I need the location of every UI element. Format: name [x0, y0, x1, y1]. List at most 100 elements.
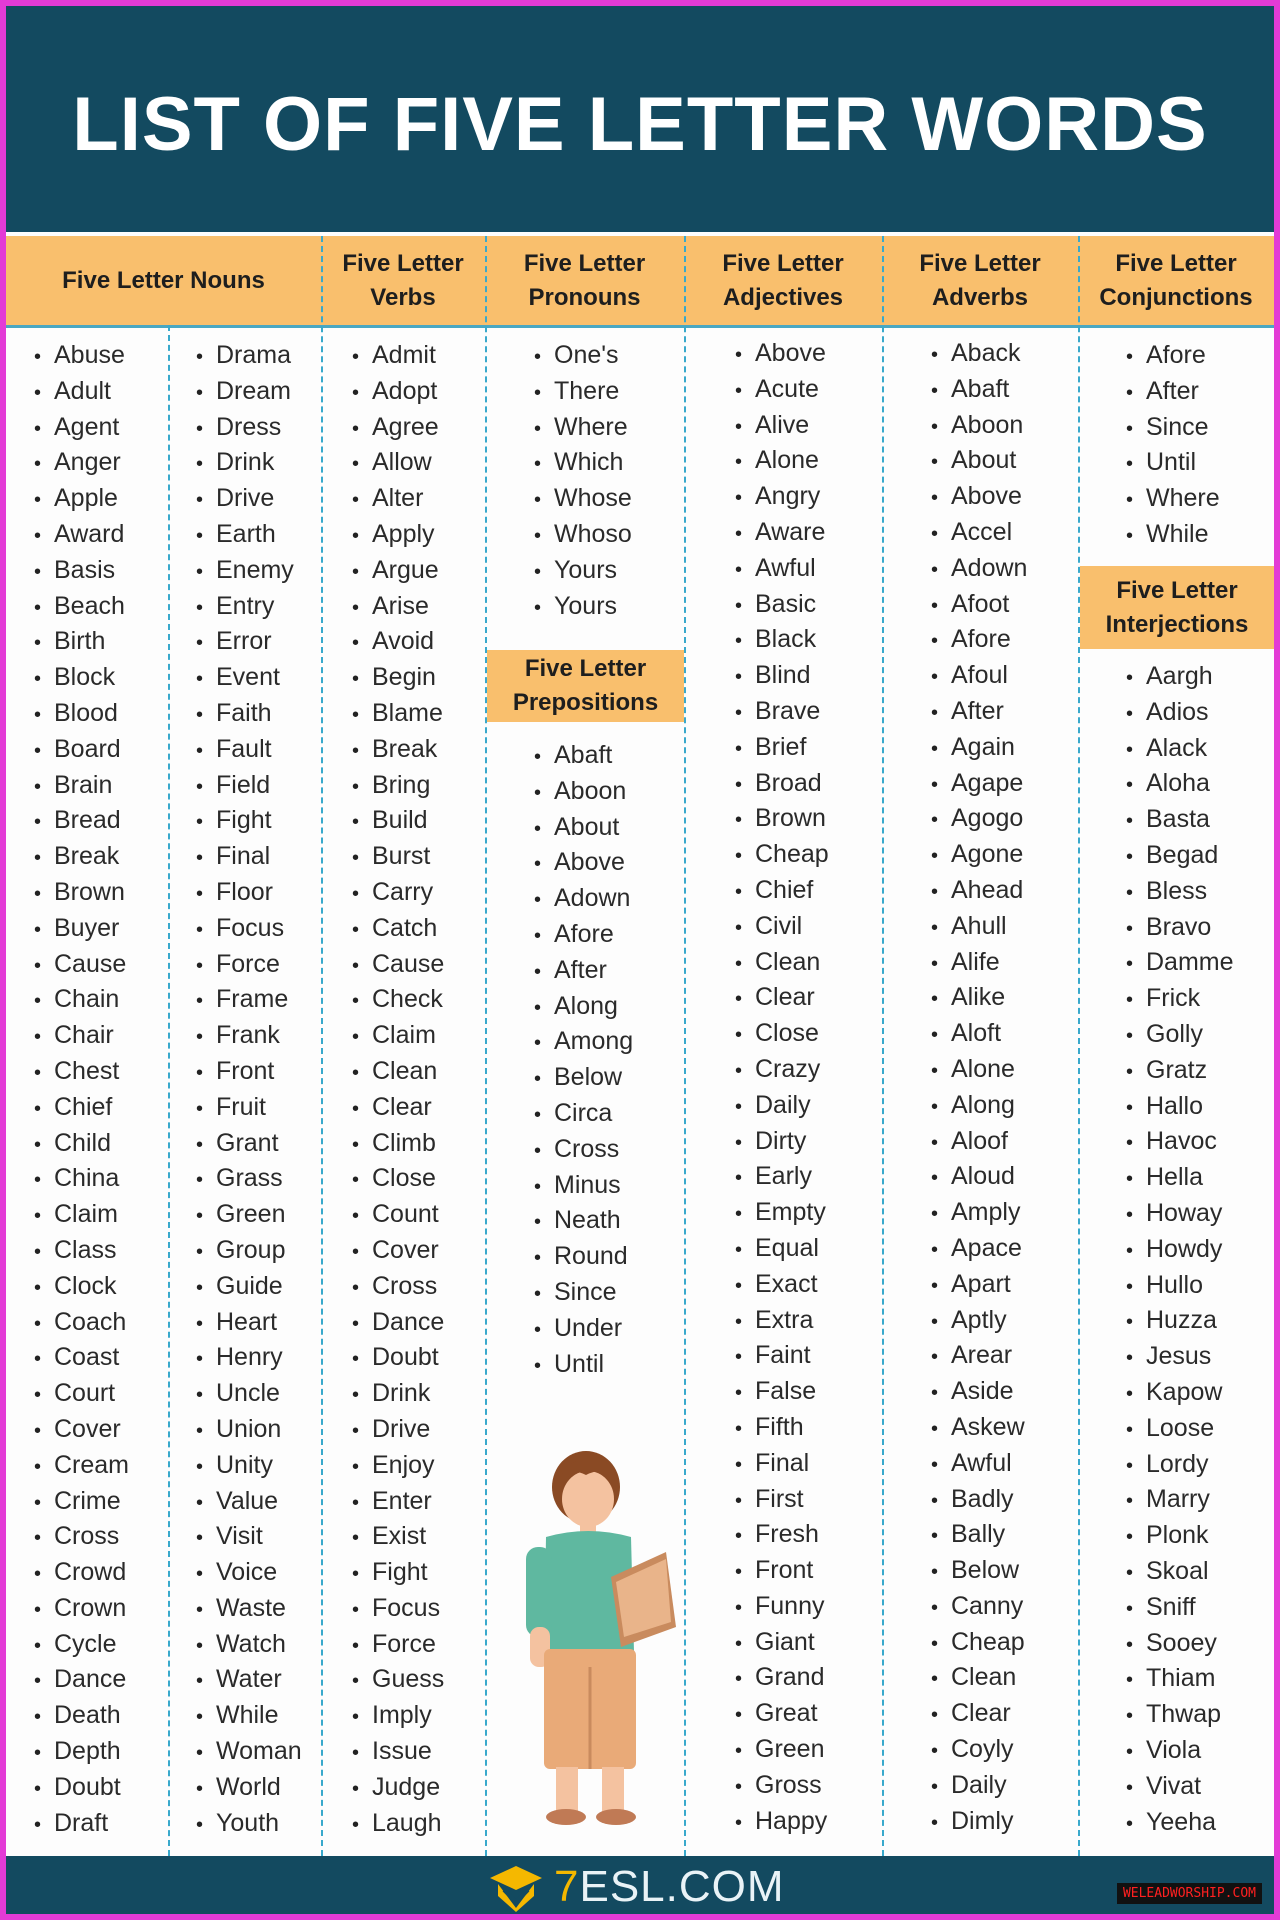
- list-item: Aware: [735, 515, 829, 551]
- list-item: Dance: [352, 1305, 444, 1341]
- list-item: Climb: [352, 1126, 444, 1162]
- list-item: About: [931, 443, 1027, 479]
- list-item: Blood: [34, 696, 129, 732]
- header-interjections: Five Letter Interjections: [1080, 566, 1274, 649]
- list-item: Death: [34, 1698, 129, 1734]
- list-item: Fight: [352, 1555, 444, 1591]
- list-item: Cheap: [735, 837, 829, 873]
- list-item: Drive: [352, 1412, 444, 1448]
- list-item: Bally: [931, 1517, 1027, 1553]
- list-item: Clear: [931, 1696, 1027, 1732]
- list-item: Crazy: [735, 1052, 829, 1088]
- list-item: Abuse: [34, 338, 129, 374]
- list-item: Cross: [534, 1132, 633, 1168]
- list-item: Coach: [34, 1305, 129, 1341]
- list-item: Catch: [352, 911, 444, 947]
- list-item: Force: [196, 947, 302, 983]
- page-title: LIST OF FIVE LETTER WORDS: [72, 81, 1208, 167]
- list-item: Floor: [196, 875, 302, 911]
- list-item: Sniff: [1126, 1590, 1234, 1626]
- divider: [882, 236, 884, 1856]
- list-item: Empty: [735, 1195, 829, 1231]
- list-item: Aboon: [931, 408, 1027, 444]
- list-item: Daily: [735, 1088, 829, 1124]
- list-item: Agent: [34, 410, 129, 446]
- list-item: Since: [1126, 410, 1220, 446]
- list-item: Alike: [931, 980, 1027, 1016]
- list-item: Judge: [352, 1770, 444, 1806]
- list-item: Union: [196, 1412, 302, 1448]
- list-item: Frank: [196, 1018, 302, 1054]
- list-item: Faint: [735, 1338, 829, 1374]
- list-item: Amply: [931, 1195, 1027, 1231]
- list-item: Chief: [34, 1090, 129, 1126]
- list-item: After: [931, 694, 1027, 730]
- list-item: Along: [534, 989, 633, 1025]
- list-item: Crown: [34, 1591, 129, 1627]
- list-item: Child: [34, 1126, 129, 1162]
- list-item: Kapow: [1126, 1375, 1234, 1411]
- list-item: Funny: [735, 1589, 829, 1625]
- list-item: Apace: [931, 1231, 1027, 1267]
- list-item: China: [34, 1161, 129, 1197]
- list-item: Coyly: [931, 1732, 1027, 1768]
- list-item: Neath: [534, 1203, 633, 1239]
- list-item: Water: [196, 1662, 302, 1698]
- list-item: Bravo: [1126, 910, 1234, 946]
- list-item: Birth: [34, 624, 129, 660]
- list-item: Depth: [34, 1734, 129, 1770]
- list-item: Howay: [1126, 1196, 1234, 1232]
- list-item: Clear: [735, 980, 829, 1016]
- list-item: World: [196, 1770, 302, 1806]
- list-item: Ahull: [931, 909, 1027, 945]
- list-item: Jesus: [1126, 1339, 1234, 1375]
- list-item: Clean: [931, 1660, 1027, 1696]
- list-item: Drink: [196, 445, 302, 481]
- list-item: Woman: [196, 1734, 302, 1770]
- brand-logo: 7ESL.COM: [486, 1862, 785, 1912]
- list-item: Giant: [735, 1625, 829, 1661]
- list-item: Above: [534, 845, 633, 881]
- list-item: Argue: [352, 553, 444, 589]
- list-item: Aside: [931, 1374, 1027, 1410]
- list-item: Viola: [1126, 1733, 1234, 1769]
- verbs-list: AdmitAdoptAgreeAllowAlterApplyArgueArise…: [352, 338, 444, 1841]
- list-item: Brown: [34, 875, 129, 911]
- list-item: False: [735, 1374, 829, 1410]
- prepositions-list: AbaftAboonAboutAboveAdownAforeAfterAlong…: [534, 738, 633, 1382]
- list-item: Beach: [34, 589, 129, 625]
- list-item: Marry: [1126, 1482, 1234, 1518]
- list-item: Adown: [534, 881, 633, 917]
- list-item: Grass: [196, 1161, 302, 1197]
- list-item: One's: [534, 338, 632, 374]
- list-item: Class: [34, 1233, 129, 1269]
- list-item: Clear: [352, 1090, 444, 1126]
- list-item: Issue: [352, 1734, 444, 1770]
- header-adverbs-label: Five Letter Adverbs: [919, 249, 1041, 311]
- list-item: Imply: [352, 1698, 444, 1734]
- list-item: Break: [352, 732, 444, 768]
- list-item: Agape: [931, 766, 1027, 802]
- list-item: Brain: [34, 768, 129, 804]
- list-item: Aloof: [931, 1124, 1027, 1160]
- list-item: Claim: [352, 1018, 444, 1054]
- list-item: After: [1126, 374, 1220, 410]
- list-item: Burst: [352, 839, 444, 875]
- list-item: Loose: [1126, 1411, 1234, 1447]
- logo-prefix: 7: [554, 1862, 580, 1911]
- list-item: Focus: [196, 911, 302, 947]
- list-item: Apply: [352, 517, 444, 553]
- list-item: Equal: [735, 1231, 829, 1267]
- list-item: Hallo: [1126, 1089, 1234, 1125]
- list-item: Drama: [196, 338, 302, 374]
- header-pronouns-label: Five Letter Pronouns: [523, 249, 646, 311]
- nouns-list-1: AbuseAdultAgentAngerAppleAwardBasisBeach…: [34, 338, 129, 1841]
- list-item: Admit: [352, 338, 444, 374]
- list-item: Bless: [1126, 874, 1234, 910]
- list-item: Blind: [735, 658, 829, 694]
- list-item: Afore: [931, 622, 1027, 658]
- list-item: Daily: [931, 1768, 1027, 1804]
- list-item: Gross: [735, 1768, 829, 1804]
- list-item: Along: [931, 1088, 1027, 1124]
- list-item: Bring: [352, 768, 444, 804]
